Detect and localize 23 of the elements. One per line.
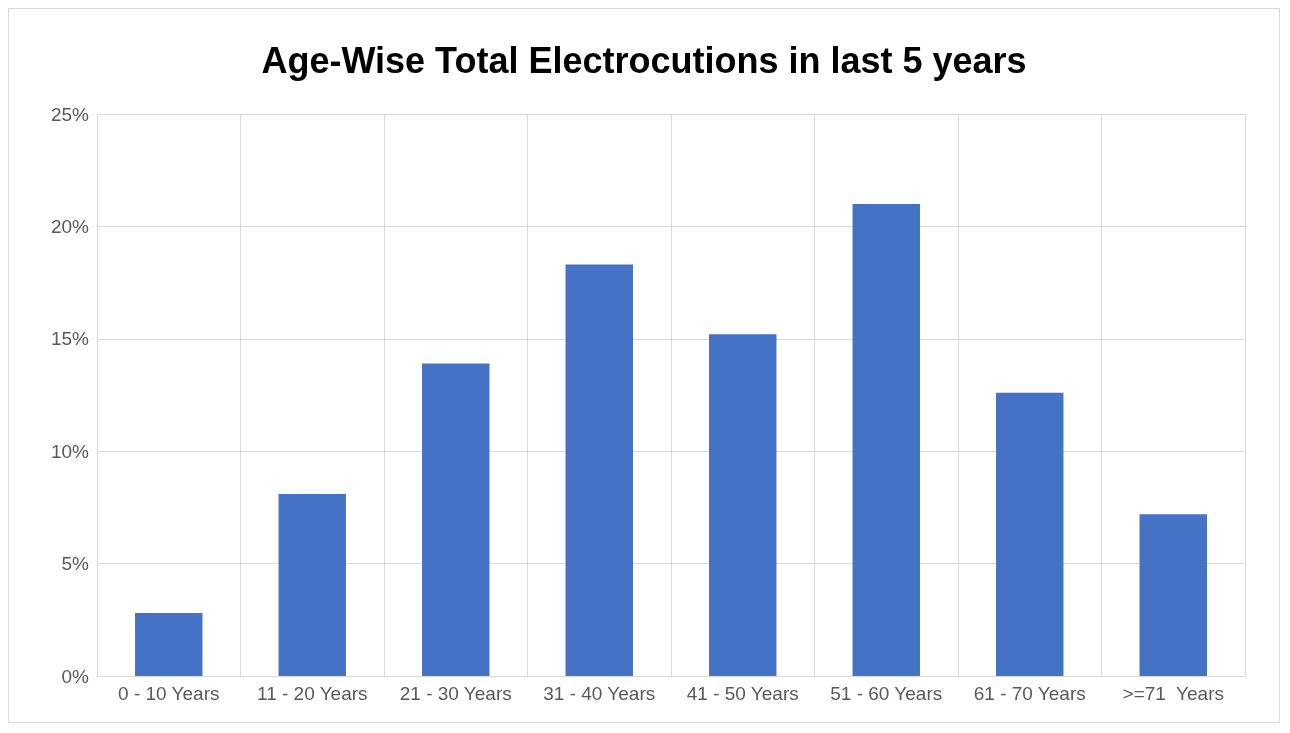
chart-title: Age-Wise Total Electrocutions in last 5 years	[261, 39, 1027, 81]
y-tick-label: 15%	[50, 328, 90, 350]
x-tick-label: 31 - 40 Years	[543, 683, 656, 704]
bar	[852, 203, 920, 676]
bar	[1139, 514, 1207, 676]
x-tick-label: 61 - 70 Years	[973, 683, 1086, 704]
bar	[565, 264, 633, 676]
x-tick-label: 21 - 30 Years	[399, 683, 512, 704]
y-tick-label: 20%	[50, 215, 90, 237]
bar	[135, 613, 203, 676]
bar	[709, 334, 777, 676]
x-tick-label: 0 - 10 Years	[118, 683, 220, 704]
bar	[996, 392, 1064, 676]
y-tick-label: 0%	[61, 665, 90, 687]
x-tick-label: 51 - 60 Years	[830, 683, 943, 704]
bar	[422, 363, 490, 676]
y-tick-label: 10%	[50, 440, 90, 462]
y-tick-label: 25%	[50, 103, 90, 125]
x-tick-label: >=71 Years	[1122, 683, 1224, 704]
y-tick-label: 5%	[61, 553, 90, 575]
bar	[278, 493, 346, 676]
x-tick-label: 11 - 20 Years	[256, 683, 368, 704]
x-tick-label: 41 - 50 Years	[686, 683, 799, 704]
